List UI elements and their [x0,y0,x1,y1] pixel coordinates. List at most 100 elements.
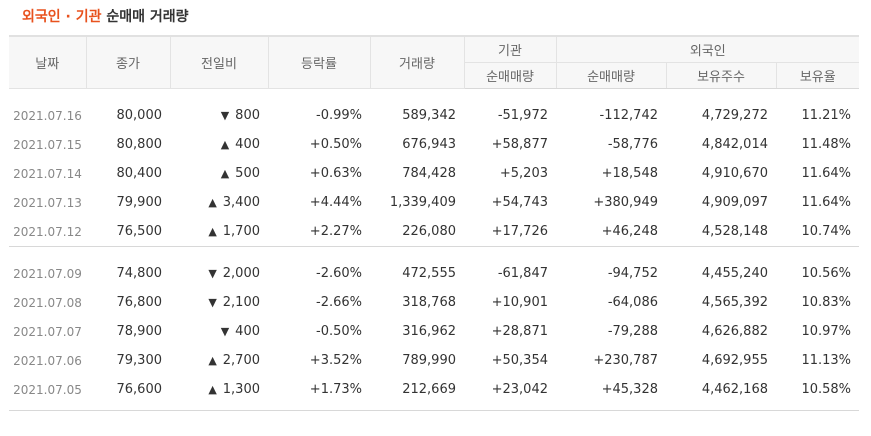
header-foreign-net: 순매매량 [556,62,667,89]
close-cell: 74,800 [116,266,163,281]
volume-cell: 589,342 [402,108,456,123]
triangle-up-icon: ▲ [208,354,217,367]
change-value: 1,700 [222,224,260,239]
close-cell: 80,800 [116,137,163,152]
date-cell: 2021.07.07 [13,324,82,339]
foreign-ratio-cell: 11.64% [801,166,852,181]
table-row: 2021.07.14 80,400 ▲ 500 +0.63% 784,428 +5,203 +… [9,159,859,188]
change-value: 400 [235,137,260,152]
date-cell: 2021.07.09 [13,266,82,281]
foreign-net-cell: +380,949 [593,195,658,210]
volume-cell: 318,768 [402,295,456,310]
header-foreign-group: 외국인 [556,35,860,63]
rate-cell: +0.50% [309,137,362,152]
table-row: 2021.07.16 80,000 ▼ 800 -0.99% 589,342 -51,972… [9,101,859,130]
change-value: 2,700 [222,353,260,368]
triangle-down-icon: ▼ [220,325,230,338]
change-cell: ▼ 2,100 [170,288,268,317]
header-change: 전일비 [170,35,269,89]
date-cell: 2021.07.15 [13,137,82,152]
change-value: 3,400 [222,195,260,210]
header-foreign-ratio: 보유율 [776,62,860,89]
institution-net-cell: -51,972 [497,108,548,123]
foreign-ratio-cell: 11.48% [801,137,852,152]
separator-cell [9,246,860,259]
triangle-down-icon: ▼ [220,109,230,122]
header-institution-net: 순매매량 [463,62,557,89]
date-cell: 2021.07.16 [13,108,82,123]
institution-net-cell: +10,901 [491,295,548,310]
table-row: 2021.07.12 76,500 ▲ 1,700 +2.27% 226,080 +17,7… [9,217,859,247]
foreign-net-cell: -94,752 [607,266,658,281]
triangle-up-icon: ▲ [208,225,217,238]
foreign-holdings-cell: 4,729,272 [701,108,768,123]
header-foreign-holdings: 보유주수 [666,62,777,89]
foreign-holdings-cell: 4,565,392 [701,295,768,310]
table-row: 2021.07.06 79,300 ▲ 2,700 +3.52% 789,990 +50,3… [9,346,859,375]
rate-cell: -0.50% [316,324,362,339]
foreign-holdings-cell: 4,909,097 [701,195,768,210]
foreign-net-cell: -79,288 [607,324,658,339]
header-volume: 거래량 [370,35,465,89]
foreign-holdings-cell: 4,528,148 [701,224,768,239]
foreign-net-cell: +18,548 [601,166,658,181]
foreign-holdings-cell: 4,910,670 [701,166,768,181]
header-rate: 등락률 [268,35,371,89]
change-cell: ▲ 500 [170,159,268,188]
rate-cell: -2.66% [316,295,362,310]
change-cell: ▲ 400 [170,130,268,159]
triangle-down-icon: ▼ [208,267,217,280]
foreign-holdings-cell: 4,842,014 [701,137,768,152]
close-cell: 76,500 [116,224,163,239]
foreign-net-cell: -112,742 [599,108,658,123]
separator-cell [9,89,859,102]
close-cell: 79,900 [116,195,163,210]
header-institution-group: 기관 [464,35,557,63]
change-cell: ▼ 400 [170,317,268,346]
change-cell: ▼ 2,000 [170,259,268,288]
date-cell: 2021.07.06 [13,353,82,368]
change-value: 500 [235,166,260,181]
rate-cell: +3.52% [309,353,362,368]
rate-cell: -2.60% [316,266,362,281]
close-cell: 78,900 [116,324,163,339]
table-end [9,404,860,411]
institution-net-cell: +23,042 [491,382,548,397]
volume-cell: 472,555 [402,266,456,281]
volume-cell: 226,080 [402,224,456,239]
table-row: 2021.07.07 78,900 ▼ 400 -0.50% 316,962 +28,871… [9,317,859,346]
date-cell: 2021.07.13 [13,195,82,210]
triangle-up-icon: ▲ [220,167,230,180]
foreign-holdings-cell: 4,626,882 [701,324,768,339]
change-cell: ▲ 1,700 [170,217,268,247]
change-value: 1,300 [222,382,260,397]
triangle-up-icon: ▲ [208,196,217,209]
foreign-ratio-cell: 11.64% [801,195,852,210]
rate-cell: +0.63% [309,166,362,181]
table-row: 2021.07.15 80,800 ▲ 400 +0.50% 676,943 +58,877… [9,130,859,159]
close-cell: 80,400 [116,166,163,181]
institution-net-cell: +58,877 [491,137,548,152]
change-cell: ▼ 800 [170,101,268,130]
change-cell: ▲ 2,700 [170,346,268,375]
change-value: 2,000 [222,266,260,281]
foreign-net-cell: -58,776 [607,137,658,152]
volume-cell: 676,943 [402,137,456,152]
header-close: 종가 [86,35,171,89]
foreign-net-cell: +45,328 [601,382,658,397]
foreign-net-cell: +46,248 [601,224,658,239]
change-cell: ▲ 1,300 [170,375,268,404]
table-row: 2021.07.08 76,800 ▼ 2,100 -2.66% 318,768 +10,9… [9,288,859,317]
section-title-rest: 순매매 거래량 [106,9,189,25]
institution-net-cell: +54,743 [491,195,548,210]
triangle-up-icon: ▲ [208,383,217,396]
triangle-down-icon: ▼ [208,296,217,309]
group-separator [9,246,860,259]
foreign-ratio-cell: 11.21% [801,108,852,123]
volume-cell: 316,962 [402,324,456,339]
institution-net-cell: +28,871 [491,324,548,339]
close-cell: 76,800 [116,295,163,310]
close-cell: 76,600 [116,382,163,397]
foreign-ratio-cell: 10.56% [801,266,852,281]
